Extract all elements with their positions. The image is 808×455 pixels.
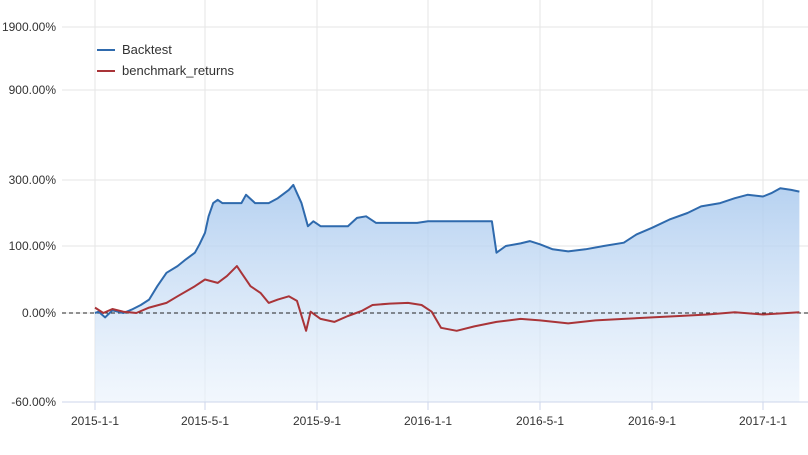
x-axis-labels: 2015-1-1 2015-5-1 2015-9-1 2016-1-1 2016-5-1… (71, 414, 787, 428)
y-tick-label: 100.00% (9, 239, 57, 253)
x-tick-label: 2016-5-1 (516, 414, 564, 428)
y-tick-label: 1900.00% (2, 20, 56, 34)
y-axis-labels: 1900.00% 900.00% 300.00% 100.00% 0.00% -60.00… (2, 20, 56, 409)
x-tick-label: 2015-5-1 (181, 414, 229, 428)
x-tick-label: 2016-1-1 (404, 414, 452, 428)
legend-item-backtest[interactable]: Backtest (97, 42, 172, 57)
y-tick-label: 0.00% (22, 306, 56, 320)
legend-label-benchmark: benchmark_returns (122, 63, 234, 78)
x-tick-label: 2015-1-1 (71, 414, 119, 428)
legend-item-benchmark[interactable]: benchmark_returns (97, 63, 234, 78)
series-area-0 (95, 184, 800, 402)
y-tick-label: 300.00% (9, 173, 57, 187)
series-line-backtest[interactable] (94, 183, 800, 319)
series-lines (94, 183, 800, 332)
series-line-benchmark[interactable] (94, 265, 800, 332)
legend[interactable]: Backtest benchmark_returns (97, 42, 234, 78)
backtest-area (95, 184, 800, 402)
x-tick-label: 2017-1-1 (739, 414, 787, 428)
x-tick-label: 2016-9-1 (628, 414, 676, 428)
y-tick-label: 900.00% (9, 83, 57, 97)
legend-label-backtest: Backtest (122, 42, 172, 57)
x-tick-label: 2015-9-1 (293, 414, 341, 428)
y-tick-label: -60.00% (11, 395, 56, 409)
